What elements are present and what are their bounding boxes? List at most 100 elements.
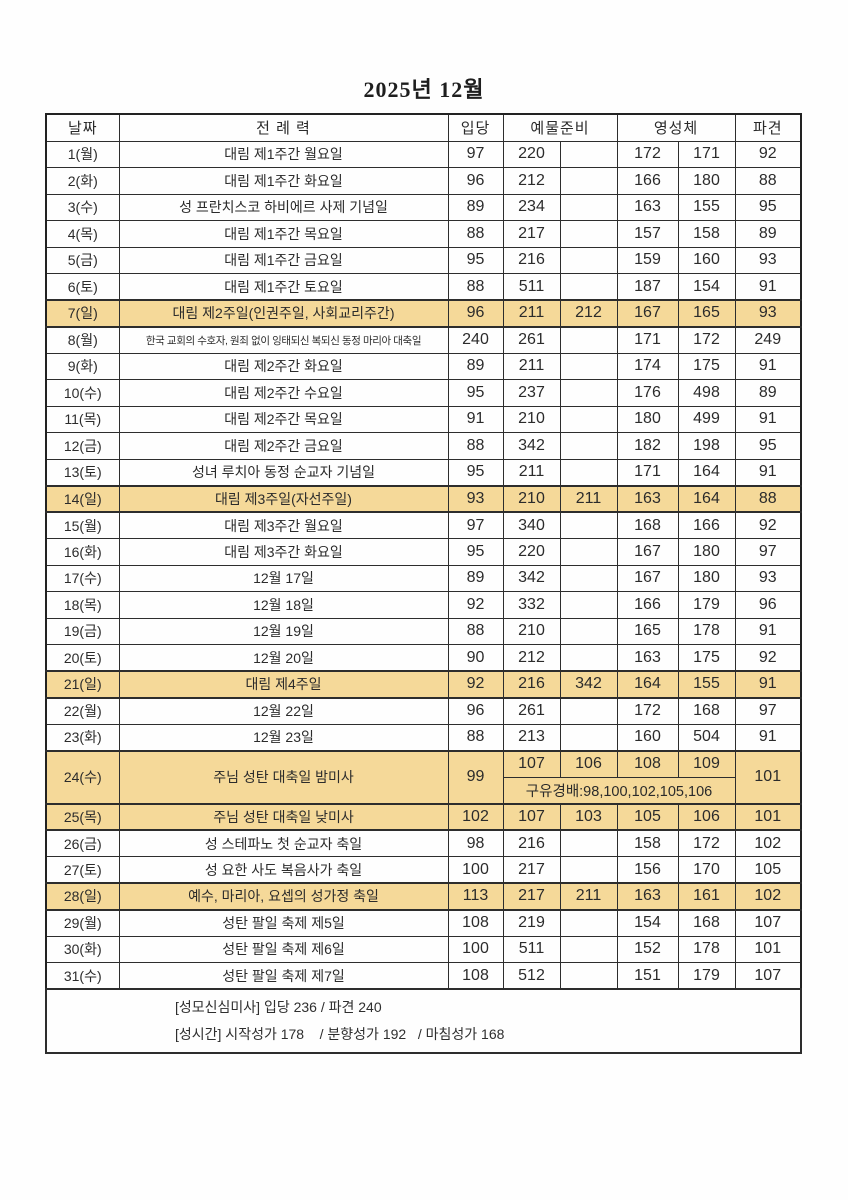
offertory-hymn-cell-2 [559, 829, 618, 857]
dismissal-hymn-cell: 89 [734, 220, 802, 248]
liturgy-cell: 대림 제1주간 화요일 [118, 167, 449, 195]
offertory-hymn-cell-1: 211 [502, 352, 561, 380]
table-row: 1(월) 대림 제1주간 월요일 97 220 172 171 92 [45, 140, 802, 168]
table-row: 27(토) 성 요한 사도 복음사가 축일 100 217 156 170 105 [45, 856, 802, 884]
offertory-hymn-cell-1: 261 [502, 697, 561, 725]
dismissal-hymn-cell: 88 [734, 484, 802, 513]
dismissal-hymn-cell: 89 [734, 379, 802, 407]
communion-hymn-cell-1: 182 [616, 432, 679, 460]
communion-hymn-cell-2: 166 [677, 511, 736, 539]
offertory-hymn-cell-2 [559, 326, 618, 354]
offertory-hymn-cell-2 [559, 617, 618, 645]
entrance-hymn-cell: 96 [447, 299, 504, 328]
entrance-hymn-cell: 92 [447, 591, 504, 619]
liturgy-cell: 대림 제1주간 월요일 [118, 140, 449, 168]
liturgy-cell: 대림 제3주일(자선주일) [118, 484, 449, 513]
communion-hymn-cell-1: 166 [616, 167, 679, 195]
communion-hymn-cell-1: 156 [616, 856, 679, 884]
liturgy-cell: 대림 제2주간 수요일 [118, 379, 449, 407]
communion-hymn-cell-1: 167 [616, 538, 679, 566]
table-row: 21(일) 대림 제4주일 92 216 342 164 155 91 [45, 670, 802, 699]
offertory-hymn-cell-2 [559, 538, 618, 566]
offertory-hymn-cell-1: 210 [502, 405, 561, 433]
offertory-hymn-cell-2 [559, 935, 618, 963]
offertory-hymn-cell-1: 107 [502, 749, 561, 778]
header-dismissal: 파견 [734, 113, 802, 142]
page-title: 2025년 12월 [363, 77, 485, 102]
offertory-hymn-cell-2 [559, 723, 618, 751]
liturgy-cell: 대림 제1주간 금요일 [118, 246, 449, 274]
communion-hymn-cell-1: 163 [616, 882, 679, 911]
dismissal-hymn-cell: 91 [734, 617, 802, 645]
entrance-hymn-cell: 240 [447, 326, 504, 354]
dismissal-hymn-cell: 101 [734, 749, 802, 805]
table-row: 2(화) 대림 제1주간 화요일 96 212 166 180 88 [45, 167, 802, 195]
offertory-hymn-cell-2 [559, 432, 618, 460]
communion-hymn-cell-1: 154 [616, 909, 679, 937]
date-cell: 2(화) [45, 167, 120, 195]
table-row: 8(월) 한국 교회의 수호자, 원죄 없이 잉태되신 복되신 동정 마리아 대축… [45, 326, 802, 354]
crib-worship-cell: 구유경배:98,100,102,105,106 [502, 776, 736, 805]
dismissal-hymn-cell: 92 [734, 140, 802, 168]
liturgy-cell: 대림 제2주일(인권주일, 사회교리주간) [118, 299, 449, 328]
liturgy-cell: 성 요한 사도 복음사가 축일 [118, 856, 449, 884]
date-cell: 25(목) [45, 802, 120, 831]
offertory-hymn-cell-1: 211 [502, 458, 561, 486]
table-row: 14(일) 대림 제3주일(자선주일) 93 210 211 163 164 88 [45, 484, 802, 513]
offertory-hymn-cell-1: 216 [502, 670, 561, 699]
header-date: 날짜 [45, 113, 120, 142]
table-row: 10(수) 대림 제2주간 수요일 95 237 176 498 89 [45, 379, 802, 407]
table-row: 구유경배:98,100,102,105,106 [46, 776, 801, 805]
liturgy-cell: 성탄 팔일 축제 제6일 [118, 935, 449, 963]
offertory-hymn-cell-2 [559, 167, 618, 195]
date-cell: 19(금) [45, 617, 120, 645]
communion-hymn-cell-1: 163 [616, 484, 679, 513]
date-cell: 21(일) [45, 670, 120, 699]
liturgy-cell: 대림 제2주간 금요일 [118, 432, 449, 460]
date-cell: 7(일) [45, 299, 120, 328]
communion-hymn-cell-2: 179 [677, 962, 736, 990]
offertory-hymn-cell-1: 342 [502, 564, 561, 592]
entrance-hymn-cell: 95 [447, 246, 504, 274]
dismissal-hymn-cell: 101 [734, 802, 802, 831]
communion-hymn-cell-2: 178 [677, 935, 736, 963]
offertory-hymn-cell-1: 332 [502, 591, 561, 619]
dismissal-hymn-cell: 92 [734, 644, 802, 672]
dismissal-hymn-cell: 249 [734, 326, 802, 354]
date-cell: 29(월) [45, 909, 120, 937]
offertory-hymn-cell-2 [559, 962, 618, 990]
entrance-hymn-cell: 95 [447, 458, 504, 486]
offertory-hymn-cell-1: 234 [502, 193, 561, 221]
entrance-hymn-cell: 91 [447, 405, 504, 433]
offertory-hymn-cell-1: 213 [502, 723, 561, 751]
entrance-hymn-cell: 89 [447, 564, 504, 592]
dismissal-hymn-cell: 91 [734, 723, 802, 751]
entrance-hymn-cell: 99 [447, 749, 504, 805]
date-cell: 8(월) [45, 326, 120, 354]
entrance-hymn-cell: 100 [447, 856, 504, 884]
communion-hymn-cell-2: 106 [677, 802, 736, 831]
table-row: 19(금) 12월 19일 88 210 165 178 91 [45, 617, 802, 645]
communion-hymn-cell-2: 180 [677, 564, 736, 592]
offertory-hymn-cell-1: 512 [502, 962, 561, 990]
communion-hymn-cell-2: 170 [677, 856, 736, 884]
offertory-hymn-cell-1: 217 [502, 220, 561, 248]
communion-hymn-cell-1: 159 [616, 246, 679, 274]
communion-hymn-cell-2: 155 [677, 193, 736, 221]
table-row: 16(화) 대림 제3주간 화요일 95 220 167 180 97 [45, 538, 802, 566]
dismissal-hymn-cell: 92 [734, 511, 802, 539]
entrance-hymn-cell: 88 [447, 432, 504, 460]
communion-hymn-cell-1: 174 [616, 352, 679, 380]
communion-hymn-cell-2: 180 [677, 538, 736, 566]
date-cell: 3(수) [45, 193, 120, 221]
communion-hymn-cell-1: 168 [616, 511, 679, 539]
communion-hymn-cell-1: 152 [616, 935, 679, 963]
communion-hymn-cell-2: 161 [677, 882, 736, 911]
offertory-hymn-cell-2: 106 [559, 749, 618, 778]
date-cell: 1(월) [45, 140, 120, 168]
entrance-hymn-cell: 89 [447, 352, 504, 380]
dismissal-hymn-cell: 91 [734, 670, 802, 699]
entrance-hymn-cell: 90 [447, 644, 504, 672]
table-row: 11(목) 대림 제2주간 목요일 91 210 180 499 91 [45, 405, 802, 433]
date-cell: 6(토) [45, 273, 120, 301]
